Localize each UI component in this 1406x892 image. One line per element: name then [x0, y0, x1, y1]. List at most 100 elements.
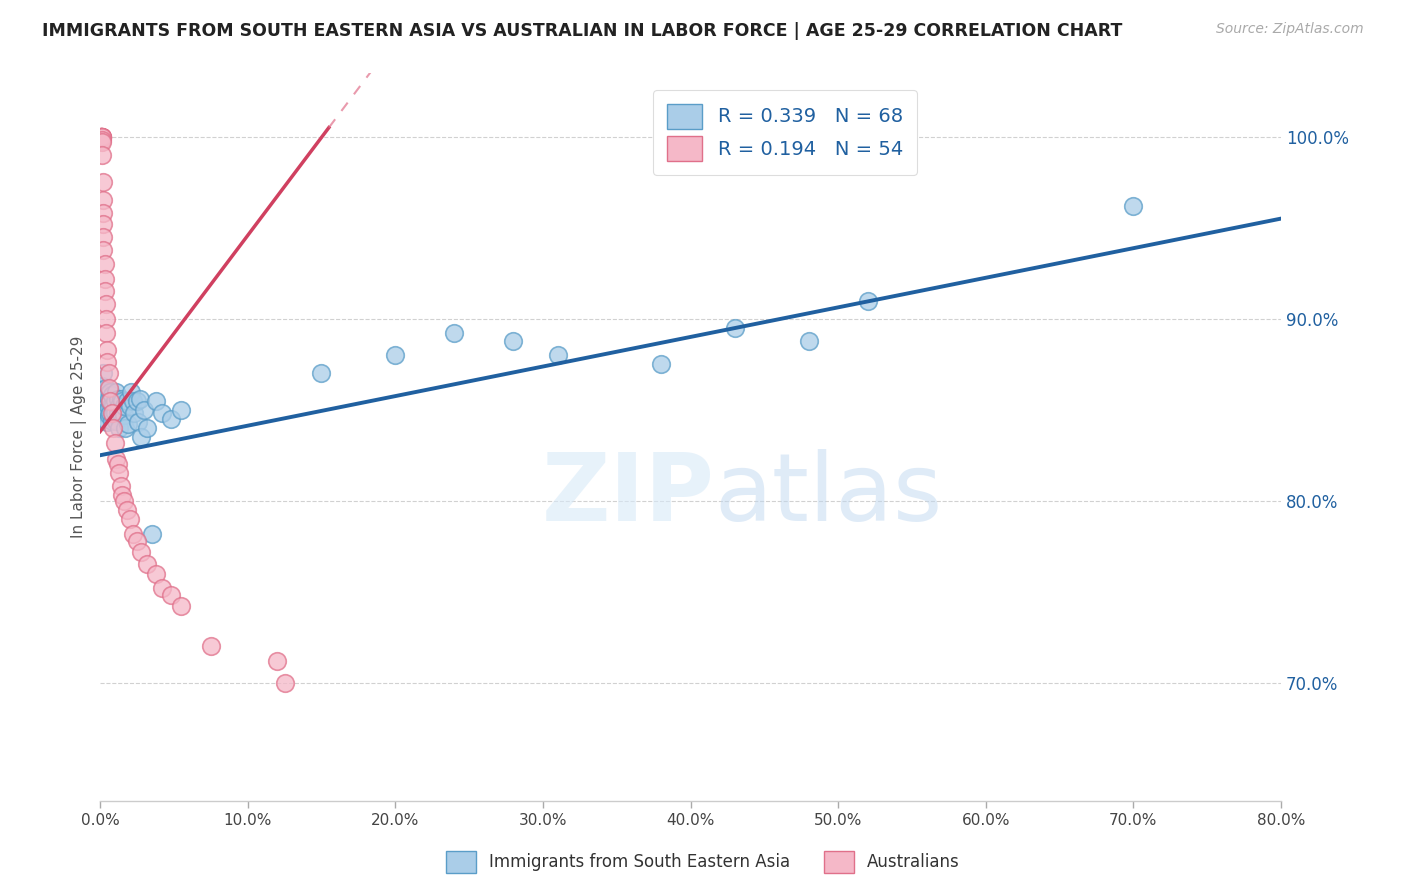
Point: [97, 392, 120, 406]
Point: [160, 589, 183, 603]
Point: [91, 217, 114, 231]
Point: [117, 417, 139, 432]
Point: [136, 558, 159, 572]
Point: [145, 393, 167, 408]
Point: [100, 393, 122, 408]
Point: [115, 503, 138, 517]
Point: [108, 421, 131, 435]
Point: [90, 133, 112, 147]
Point: [200, 640, 222, 654]
Text: ZIP: ZIP: [541, 450, 714, 541]
Point: [94, 326, 117, 341]
Point: [125, 393, 148, 408]
Point: [105, 384, 128, 399]
Point: [101, 414, 124, 428]
Legend: R = 0.339   N = 68, R = 0.194   N = 54: R = 0.339 N = 68, R = 0.194 N = 54: [654, 90, 917, 175]
Point: [112, 408, 135, 422]
Point: [150, 406, 173, 420]
Point: [90, 129, 112, 144]
Point: [105, 451, 128, 466]
Point: [90, 379, 112, 393]
Point: [127, 416, 149, 430]
Point: [101, 388, 124, 402]
Point: [108, 399, 131, 413]
Point: [90, 129, 112, 144]
Point: [97, 367, 120, 381]
Point: [91, 367, 114, 381]
Point: [97, 381, 120, 395]
Point: [94, 297, 117, 311]
Point: [97, 401, 120, 415]
Point: [90, 129, 112, 144]
Point: [131, 430, 153, 444]
Point: [170, 599, 193, 614]
Point: [856, 293, 879, 308]
Point: [103, 408, 125, 422]
Point: [90, 129, 112, 144]
Point: [129, 392, 152, 406]
Point: [93, 257, 115, 271]
Text: Source: ZipAtlas.com: Source: ZipAtlas.com: [1216, 22, 1364, 37]
Text: IMMIGRANTS FROM SOUTH EASTERN ASIA VS AUSTRALIAN IN LABOR FORCE | AGE 25-29 CORR: IMMIGRANTS FROM SOUTH EASTERN ASIA VS AU…: [42, 22, 1122, 40]
Point: [100, 384, 122, 399]
Point: [118, 399, 141, 413]
Point: [94, 397, 117, 411]
Point: [115, 393, 138, 408]
Point: [90, 135, 112, 149]
Point: [93, 388, 115, 402]
Point: [90, 129, 112, 144]
Point: [150, 581, 173, 595]
Point: [91, 229, 114, 244]
Point: [104, 393, 127, 408]
Point: [502, 334, 524, 348]
Point: [122, 406, 145, 420]
Point: [650, 357, 672, 371]
Point: [94, 311, 117, 326]
Point: [91, 406, 114, 420]
Point: [91, 206, 114, 220]
Point: [547, 348, 569, 362]
Point: [93, 285, 115, 299]
Point: [93, 271, 115, 285]
Point: [104, 435, 127, 450]
Point: [96, 393, 118, 408]
Point: [93, 412, 115, 426]
Point: [101, 397, 124, 411]
Point: [94, 406, 117, 420]
Point: [110, 406, 132, 420]
Point: [112, 399, 135, 413]
Point: [797, 334, 820, 348]
Point: [136, 421, 159, 435]
Point: [93, 384, 115, 399]
Point: [96, 343, 118, 357]
Point: [108, 467, 131, 481]
Point: [121, 393, 143, 408]
Y-axis label: In Labor Force | Age 25-29: In Labor Force | Age 25-29: [72, 336, 87, 538]
Point: [121, 526, 143, 541]
Point: [118, 512, 141, 526]
Point: [90, 129, 112, 144]
Point: [104, 406, 127, 420]
Point: [145, 566, 167, 581]
Point: [384, 348, 406, 362]
Point: [141, 526, 163, 541]
Point: [107, 458, 129, 472]
Point: [91, 175, 114, 189]
Point: [90, 393, 112, 408]
Point: [111, 393, 134, 408]
Point: [170, 402, 193, 417]
Point: [101, 406, 124, 420]
Point: [96, 416, 118, 430]
Point: [107, 392, 129, 406]
Point: [90, 129, 112, 144]
Point: [97, 408, 120, 422]
Point: [96, 388, 118, 402]
Point: [90, 129, 112, 144]
Point: [91, 194, 114, 208]
Point: [105, 414, 128, 428]
Legend: Immigrants from South Eastern Asia, Australians: Immigrants from South Eastern Asia, Aust…: [440, 845, 966, 880]
Point: [100, 406, 122, 420]
Point: [91, 390, 114, 404]
Point: [110, 479, 132, 493]
Point: [311, 367, 333, 381]
